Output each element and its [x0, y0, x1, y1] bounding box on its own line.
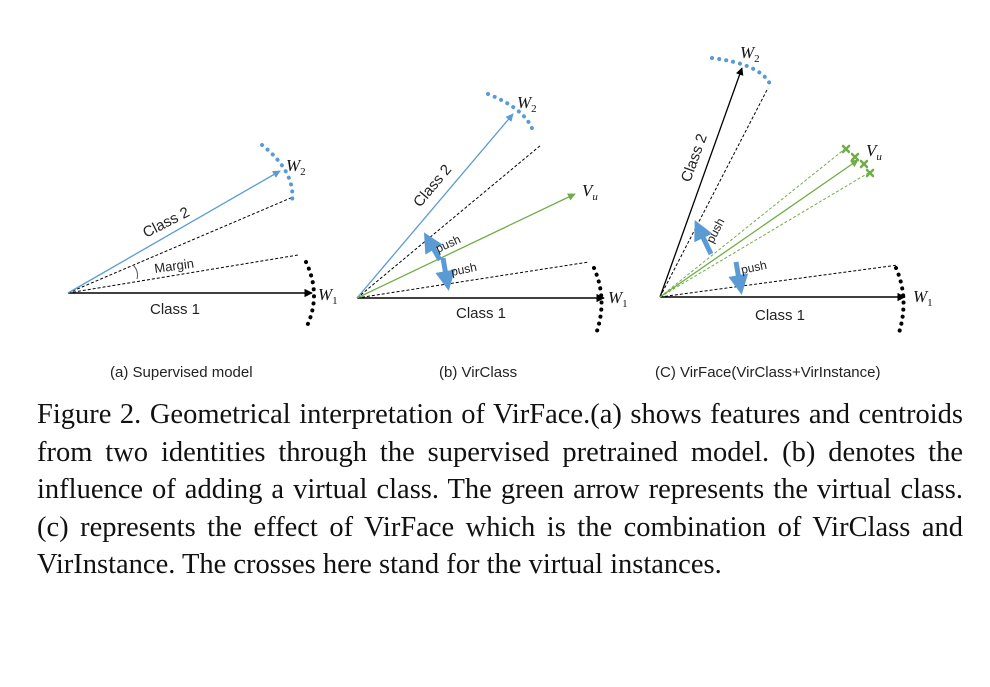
push-arrow-up [694, 219, 714, 256]
panel-b: Class 2 push push Class 1 W2 Vu W1 (b) V… [356, 92, 628, 381]
class2-label: Class 2 [678, 132, 711, 185]
push-label: push [740, 258, 768, 277]
class1-cluster-dots [592, 266, 604, 336]
push-arrow-up [423, 232, 443, 262]
subcaption-a: (a) Supervised model [110, 364, 253, 381]
w2-arrow [67, 170, 281, 294]
vu-label: Vu [582, 181, 598, 203]
figure-diagram: Class 2 Margin Class 1 W2 W1 (a) Supervi… [67, 43, 933, 381]
vu-arrow [356, 193, 576, 299]
w1-label: W1 [608, 288, 628, 310]
class2-cluster-dots [486, 92, 536, 136]
vu-label: Vu [866, 141, 882, 163]
w2-label: W2 [286, 156, 306, 178]
dashed-boundary [356, 261, 590, 299]
push-label: push [433, 232, 463, 256]
push-arrow-down [728, 261, 749, 295]
dashed-boundary [659, 264, 899, 298]
dashed-boundary [659, 87, 769, 298]
dashed-boundary [67, 254, 299, 294]
class1-cluster-dots [304, 260, 316, 330]
vu-arrow [659, 159, 859, 298]
w2-label: W2 [517, 93, 537, 115]
class2-cluster-dots [260, 143, 295, 204]
panel-c: Class 2 push push Class 1 W2 Vu W1 (C) V… [655, 43, 933, 381]
class1-label: Class 1 [755, 307, 805, 324]
class2-label: Class 2 [410, 161, 455, 210]
dashed-boundary [67, 196, 294, 294]
w1-label: W1 [913, 287, 933, 309]
subcaption-c: (C) VirFace(VirClass+VirInstance) [655, 364, 880, 381]
figure-caption: Figure 2. Geometrical interpretation of … [37, 399, 963, 580]
vu-dashed-boundary [659, 171, 871, 298]
push-arrow-down [435, 257, 456, 291]
virtual-instance-crosses [841, 144, 875, 178]
class1-cluster-dots [894, 266, 906, 338]
w2-label: W2 [740, 43, 760, 65]
push-label: push [450, 260, 478, 279]
subcaption-b: (b) VirClass [439, 364, 517, 381]
class2-cluster-dots [710, 56, 772, 86]
w1-label: W1 [318, 285, 338, 307]
margin-arc [132, 264, 138, 280]
class1-label: Class 1 [456, 305, 506, 322]
margin-label: Margin [153, 256, 194, 276]
panel-a: Class 2 Margin Class 1 W2 W1 (a) Supervi… [67, 143, 338, 381]
push-label: push [703, 216, 727, 246]
w2-arrow [356, 113, 514, 299]
class1-label: Class 1 [150, 301, 200, 318]
w2-arrow [659, 67, 744, 298]
